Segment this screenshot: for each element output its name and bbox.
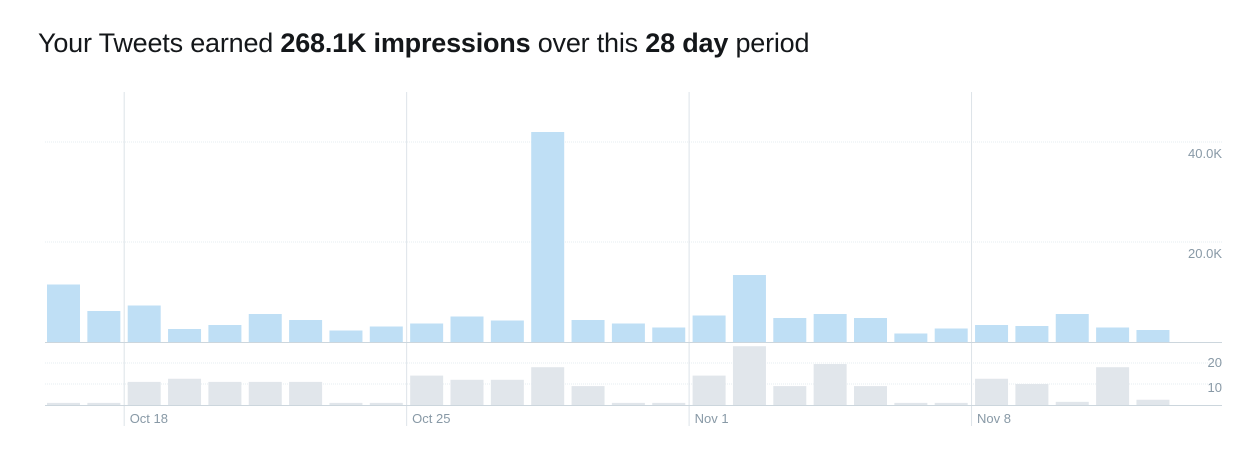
impressions-bar-2[interactable] bbox=[87, 311, 121, 342]
impressions-bar-8[interactable] bbox=[329, 330, 363, 343]
impressions-bar-19[interactable] bbox=[773, 318, 807, 342]
secondary-bar-21[interactable] bbox=[854, 386, 887, 405]
x-tick-label: Oct 25 bbox=[412, 411, 450, 426]
impressions-bar-17[interactable] bbox=[692, 315, 726, 343]
impressions-bar-18[interactable] bbox=[732, 275, 766, 342]
impressions-bar-26[interactable] bbox=[1055, 314, 1089, 342]
secondary-bar-20[interactable] bbox=[813, 364, 847, 405]
impressions-bar-28[interactable] bbox=[1136, 330, 1170, 342]
impressions-bar-7[interactable] bbox=[289, 320, 323, 342]
secondary-bar-28[interactable] bbox=[1136, 399, 1170, 405]
secondary-bar-10[interactable] bbox=[410, 375, 444, 405]
main-y-tick-label: 40.0K bbox=[1188, 146, 1222, 161]
impressions-bar-16[interactable] bbox=[652, 327, 686, 343]
x-tick-label: Nov 8 bbox=[977, 411, 1011, 426]
impressions-bar-20[interactable] bbox=[813, 314, 847, 342]
headline-middle: over this bbox=[530, 28, 646, 58]
impressions-bar-21[interactable] bbox=[854, 318, 887, 342]
secondary-bar-18[interactable] bbox=[732, 346, 766, 405]
impressions-bar-5[interactable] bbox=[208, 325, 242, 342]
secondary-bar-8[interactable] bbox=[329, 402, 363, 405]
impressions-bar-25[interactable] bbox=[1015, 326, 1049, 342]
secondary-bar-26[interactable] bbox=[1055, 401, 1089, 405]
secondary-bar-7[interactable] bbox=[289, 381, 323, 405]
secondary-bar-12[interactable] bbox=[490, 379, 524, 405]
impressions-bar-3[interactable] bbox=[127, 305, 161, 343]
headline-suffix: period bbox=[728, 28, 810, 58]
secondary-bar-14[interactable] bbox=[571, 386, 605, 405]
secondary-bar-25[interactable] bbox=[1015, 384, 1049, 405]
impressions-bar-9[interactable] bbox=[369, 326, 403, 343]
secondary-bar-19[interactable] bbox=[773, 386, 807, 405]
secondary-bar-24[interactable] bbox=[975, 378, 1009, 405]
impressions-bar-24[interactable] bbox=[975, 325, 1009, 342]
impressions-bar-22[interactable] bbox=[894, 333, 928, 343]
headline-prefix: Your Tweets earned bbox=[38, 28, 281, 58]
impressions-bar-1[interactable] bbox=[47, 284, 80, 343]
secondary-bar-6[interactable] bbox=[248, 381, 282, 405]
secondary-bar-3[interactable] bbox=[127, 381, 161, 405]
impressions-bar-11[interactable] bbox=[450, 316, 484, 343]
secondary-bar-16[interactable] bbox=[652, 402, 686, 405]
secondary-bar-2[interactable] bbox=[87, 402, 121, 405]
impressions-bar-23[interactable] bbox=[934, 328, 968, 343]
headline-period: 28 day bbox=[645, 28, 729, 58]
secondary-bar-4[interactable] bbox=[168, 378, 202, 405]
secondary-bar-11[interactable] bbox=[450, 379, 484, 405]
secondary-bar-13[interactable] bbox=[531, 367, 565, 405]
x-tick-label: Nov 1 bbox=[695, 411, 729, 426]
sub-y-tick-label: 10 bbox=[1208, 380, 1222, 395]
impressions-bar-4[interactable] bbox=[168, 329, 202, 342]
secondary-bar-15[interactable] bbox=[611, 402, 645, 405]
main-y-tick-label: 20.0K bbox=[1188, 246, 1222, 261]
secondary-bar-17[interactable] bbox=[692, 375, 726, 405]
secondary-bar-1[interactable] bbox=[47, 402, 80, 405]
impressions-bar-14[interactable] bbox=[571, 320, 605, 342]
secondary-bar-27[interactable] bbox=[1096, 367, 1130, 405]
impressions-bar-10[interactable] bbox=[410, 323, 444, 343]
impressions-bar-15[interactable] bbox=[611, 323, 645, 343]
secondary-bar-9[interactable] bbox=[369, 402, 403, 405]
headline-impressions: 268.1K impressions bbox=[280, 28, 531, 58]
chart-headline: Your Tweets earned 268.1K impressions ov… bbox=[38, 28, 809, 59]
impressions-bar-27[interactable] bbox=[1096, 327, 1130, 343]
impressions-bar-6[interactable] bbox=[248, 314, 282, 342]
secondary-bar-23[interactable] bbox=[934, 402, 968, 405]
secondary-bar-5[interactable] bbox=[208, 381, 242, 405]
secondary-bar-22[interactable] bbox=[894, 402, 928, 405]
x-tick-label: Oct 18 bbox=[130, 411, 168, 426]
impressions-bar-12[interactable] bbox=[490, 320, 524, 343]
impressions-bar-13[interactable] bbox=[531, 132, 565, 342]
sub-y-tick-label: 20 bbox=[1208, 355, 1222, 370]
